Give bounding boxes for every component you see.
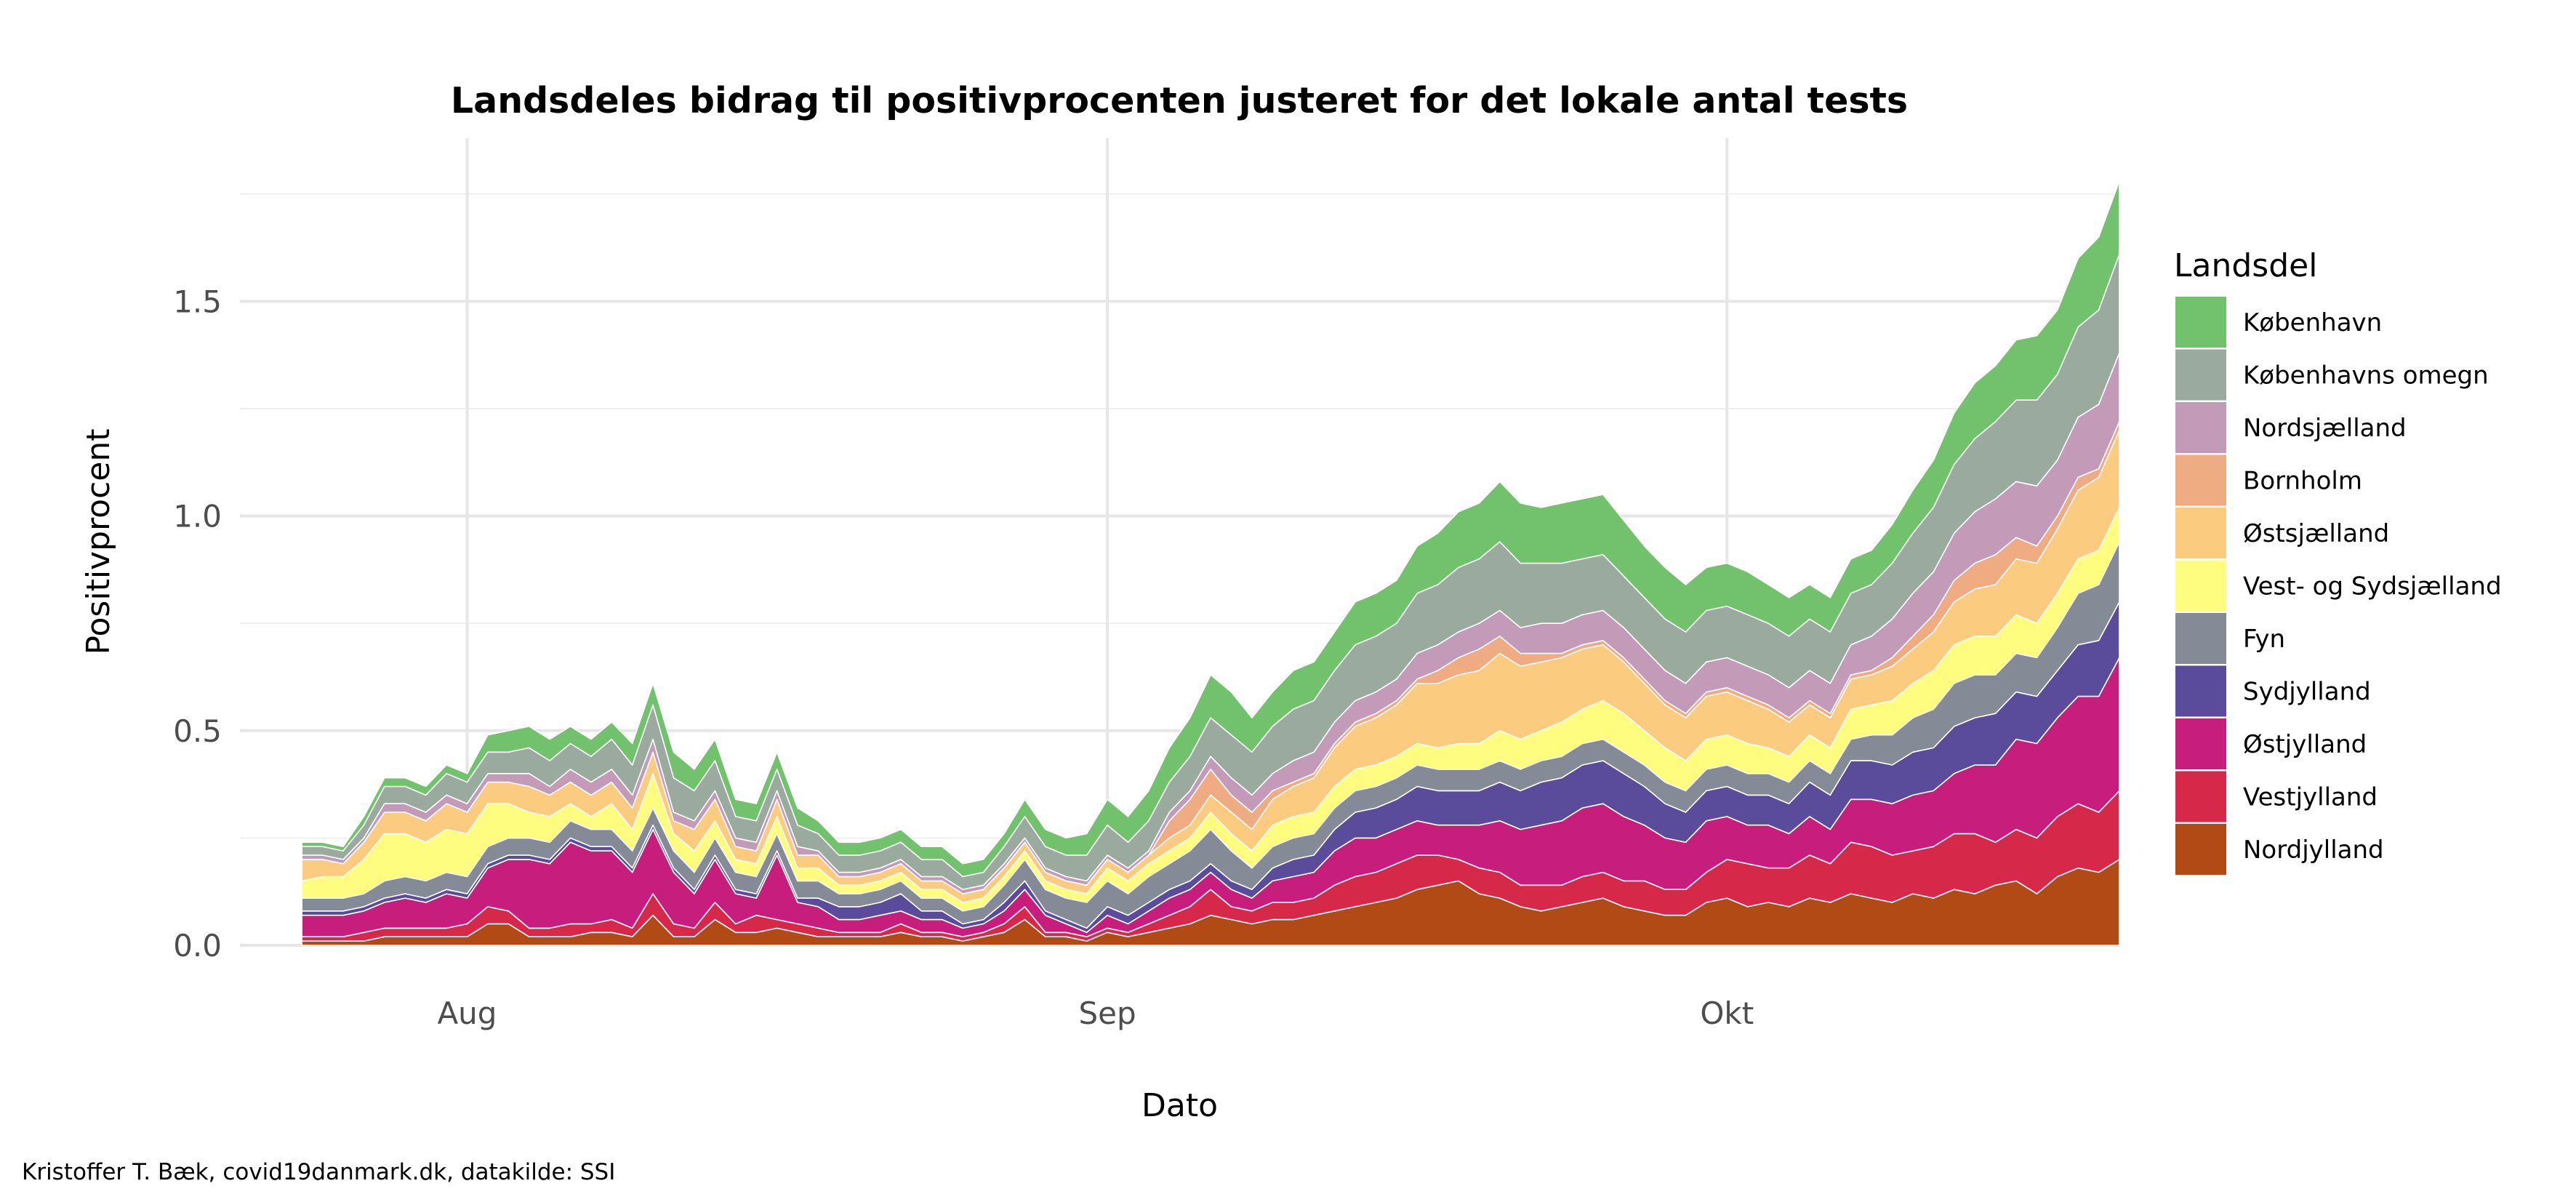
legend-item: Østjylland [2175,718,2367,769]
y-axis-title: Positivprocent [80,429,117,655]
x-tick-label: Sep [1078,995,1136,1031]
legend-label: Nordjylland [2243,836,2384,865]
legend-item: Nordsjælland [2175,402,2407,453]
legend-label: Østjylland [2243,730,2367,759]
legend-item: Vestjylland [2175,771,2378,822]
grid [240,138,2119,947]
legend-swatch [2175,771,2226,822]
legend-label: Vest- og Sydsjælland [2243,572,2502,601]
x-axis-ticks: Aug Sep Okt [437,995,1754,1031]
legend-label: Sydjylland [2243,678,2371,707]
legend-item: Sydjylland [2175,665,2371,717]
stacked-areas [301,180,2120,946]
legend-swatch [2175,402,2226,453]
legend-swatch [2175,613,2226,664]
legend-item: Københavns omegn [2175,349,2489,401]
legend-swatch [2175,508,2226,558]
legend-label: Nordsjælland [2243,414,2407,443]
legend-label: Fyn [2243,625,2285,654]
y-tick-label: 0.5 [173,713,222,749]
legend-swatch [2175,349,2226,401]
legend-swatch [2175,560,2226,612]
legend-swatch [2175,297,2226,348]
legend-item: Østsjælland [2175,508,2389,558]
area-københavn [301,180,2120,878]
legend-label: Københavns omegn [2243,361,2489,390]
legend-label: Østsjælland [2243,519,2389,548]
y-axis-ticks: 0.0 0.5 1.0 1.5 [173,284,222,963]
legend-label: København [2243,308,2382,337]
legend-item: Vest- og Sydsjælland [2175,560,2502,612]
legend-swatch [2175,454,2226,506]
caption: Kristoffer T. Bæk, covid19danmark.dk, da… [22,1159,615,1185]
legend-items: København Københavns omegn Nordsjælland Bor… [2175,297,2502,875]
legend-title: Landsdel [2174,247,2317,284]
legend-item: Fyn [2175,613,2285,664]
legend-label: Bornholm [2243,467,2362,496]
y-tick-label: 1.0 [173,499,222,534]
legend-swatch [2175,824,2226,875]
y-tick-label: 1.5 [173,284,222,319]
y-tick-label: 0.0 [173,928,222,963]
legend-swatch [2175,665,2226,717]
x-tick-label: Okt [1700,995,1754,1031]
legend-item: København [2175,297,2382,348]
legend: Landsdel København Københavns omegn Nordsj… [2174,247,2502,875]
x-tick-label: Aug [437,995,497,1031]
legend-item: Nordjylland [2175,824,2384,875]
legend-swatch [2175,718,2226,769]
legend-label: Vestjylland [2243,783,2378,812]
chart-title: Landsdeles bidrag til positivprocenten j… [451,80,1908,121]
x-axis-title: Dato [1141,1087,1218,1124]
legend-item: Bornholm [2175,454,2362,506]
